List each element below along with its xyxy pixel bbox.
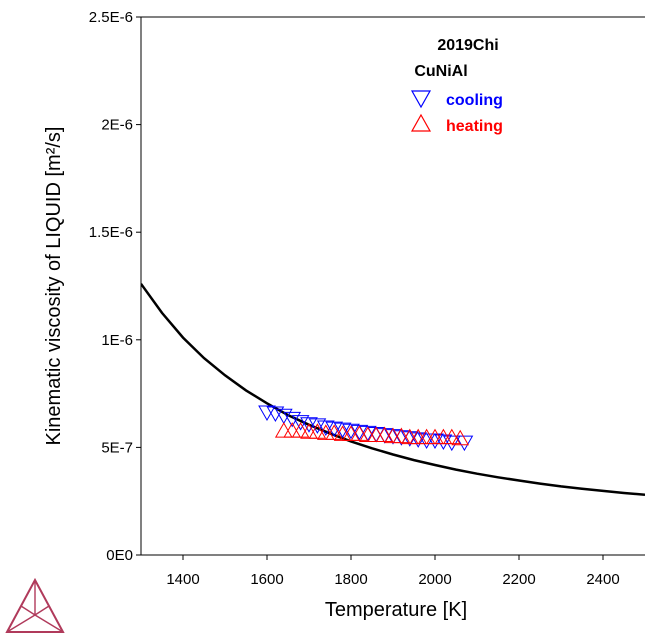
legend-title-line-1: 2019Chi (437, 37, 498, 54)
heating-point (350, 425, 369, 441)
x-tick-label: 2000 (418, 571, 451, 588)
x-tick-label: 1400 (166, 571, 199, 588)
legend-title-line-2: CuNiAl (414, 63, 467, 80)
x-tick-label: 2200 (502, 571, 535, 588)
legend-heating-marker (410, 113, 432, 132)
legend: 2019Chi CuNiAl cooling heating (410, 37, 503, 135)
legend-cooling-label: cooling (446, 92, 503, 109)
cooling-point (266, 406, 285, 423)
model-curve-layer (141, 283, 645, 496)
cooling-point (291, 415, 310, 431)
heating-point (426, 428, 444, 445)
thermo-calc-logo (5, 577, 65, 633)
y-tick-label: 1E-6 (101, 332, 133, 349)
legend-heating-label: heating (446, 118, 503, 135)
cooling-point (258, 405, 276, 421)
x-tick-label: 2400 (586, 571, 619, 588)
cooling-point (434, 434, 453, 451)
heating-point (392, 427, 411, 444)
heating-point (375, 426, 394, 442)
heating-point (291, 422, 310, 438)
plot-frame (140, 16, 645, 556)
legend-cooling-marker (410, 90, 432, 109)
cooling-point (426, 433, 444, 449)
heating-point (442, 428, 461, 445)
y-tick-label: 5E-7 (101, 439, 133, 456)
cooling-point (442, 435, 461, 452)
x-axis-title: Temperature [K] (325, 599, 467, 621)
logo-inner-lines (6, 580, 64, 633)
x-tick-label: 1800 (334, 571, 367, 588)
heating-point (274, 422, 293, 438)
cooling-point (308, 418, 327, 434)
y-ticks: 0E0 5E-7 1E-6 1.5E-6 2E-6 2.5E-6 (89, 9, 141, 564)
cooling-point (367, 426, 386, 443)
x-ticks: 1400 1600 1800 2000 2200 2400 (166, 555, 620, 588)
y-tick-label: 2E-6 (101, 117, 133, 134)
heating-point (308, 423, 327, 439)
cooling-point (274, 408, 293, 425)
y-tick-label: 0E0 (106, 547, 133, 564)
y-tick-label: 2.5E-6 (89, 9, 133, 26)
data-series-layer (258, 405, 474, 452)
cooling-point (455, 435, 474, 452)
heating-point (451, 429, 470, 446)
heating-point (434, 428, 453, 445)
y-tick-label: 1.5E-6 (89, 224, 133, 241)
heating-point (367, 426, 386, 442)
cooling-point (375, 428, 394, 444)
heating-point (325, 424, 344, 440)
cooling-point (283, 411, 302, 428)
cooling-point (358, 425, 377, 442)
x-tick-label: 1600 (250, 571, 283, 588)
y-axis-title: Kinematic viscosity of LIQUID [m²/s] (43, 127, 65, 446)
model-curve (141, 283, 645, 496)
cooling-point (417, 433, 436, 449)
